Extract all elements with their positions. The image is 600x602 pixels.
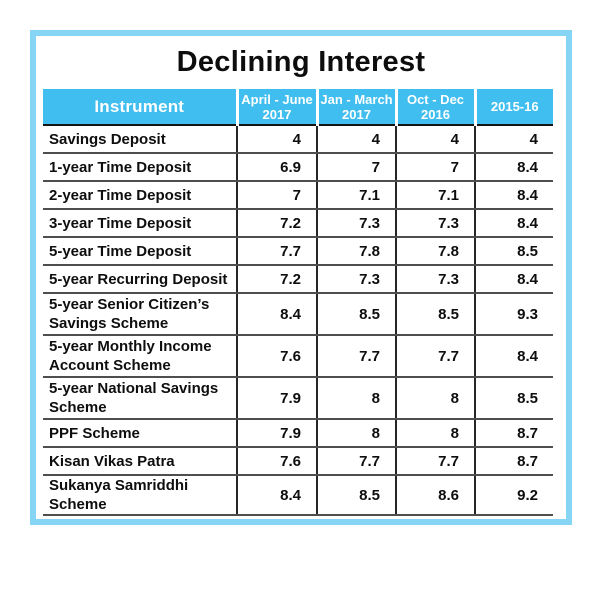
rate-cell: 7.3 <box>316 209 396 238</box>
instrument-cell: 5-year Senior Citizen’s Savings Scheme <box>43 293 237 336</box>
rate-cell: 7.2 <box>236 209 317 238</box>
rate-cell: 8.4 <box>474 335 553 378</box>
instrument-cell: 5-year National Savings Scheme <box>43 377 237 420</box>
rate-cell: 7.6 <box>236 447 317 476</box>
rate-cell: 7.6 <box>236 335 317 378</box>
table-row: 2-year Time Deposit 7 7.1 7.1 8.4 <box>43 181 553 210</box>
rate-cell: 8.4 <box>474 153 553 182</box>
rate-cell: 8.4 <box>474 181 553 210</box>
rate-cell: 7 <box>395 153 475 182</box>
table-row: 1-year Time Deposit 6.9 7 7 8.4 <box>43 153 553 182</box>
table-header: Instrument April - June 2017 Jan - March… <box>43 89 553 126</box>
rate-cell: 7.8 <box>395 237 475 266</box>
rate-cell: 7.7 <box>316 447 396 476</box>
instrument-cell: Sukanya Samriddhi Scheme <box>43 475 237 516</box>
rate-cell: 4 <box>236 125 317 154</box>
instrument-cell: 5-year Monthly Income Account Scheme <box>43 335 237 378</box>
instrument-cell: 5-year Time Deposit <box>43 237 237 266</box>
rate-cell: 8.4 <box>236 475 317 516</box>
rate-cell: 7 <box>316 153 396 182</box>
rate-cell: 7.3 <box>395 209 475 238</box>
instrument-cell: 3-year Time Deposit <box>43 209 237 238</box>
rate-cell: 8.5 <box>474 377 553 420</box>
rate-cell: 8 <box>395 377 475 420</box>
table-row: 5-year Senior Citizen’s Savings Scheme 8… <box>43 293 553 336</box>
rate-cell: 7.9 <box>236 419 317 448</box>
table-row: 5-year Recurring Deposit 7.2 7.3 7.3 8.4 <box>43 265 553 294</box>
column-header-label: Instrument <box>94 96 185 116</box>
rate-cell: 7.7 <box>316 335 396 378</box>
instrument-cell: Kisan Vikas Patra <box>43 447 237 476</box>
column-header-label: 2015-16 <box>490 99 539 114</box>
rate-cell: 8 <box>316 419 396 448</box>
table-row: 5-year Time Deposit 7.7 7.8 7.8 8.5 <box>43 237 553 266</box>
rate-cell: 8.5 <box>474 237 553 266</box>
rate-cell: 7.3 <box>316 265 396 294</box>
rate-cell: 8.5 <box>395 293 475 336</box>
rate-cell: 7.3 <box>395 265 475 294</box>
rate-cell: 8.4 <box>474 265 553 294</box>
rate-cell: 8.4 <box>474 209 553 238</box>
rate-cell: 6.9 <box>236 153 317 182</box>
table-row: PPF Scheme 7.9 8 8 8.7 <box>43 419 553 448</box>
rate-cell: 4 <box>395 125 475 154</box>
table-row: Sukanya Samriddhi Scheme 8.4 8.5 8.6 9.2 <box>43 475 553 516</box>
table-row: 5-year Monthly Income Account Scheme 7.6… <box>43 335 553 378</box>
rate-cell: 7.8 <box>316 237 396 266</box>
rate-cell: 7.1 <box>316 181 396 210</box>
column-header-april-june-2017: April - June 2017 <box>235 89 317 126</box>
column-header-2015-16: 2015-16 <box>473 89 553 126</box>
column-header-sublabel: 2017 <box>262 106 292 122</box>
column-header-label: April - June <box>241 91 313 107</box>
header-row: Instrument April - June 2017 Jan - March… <box>43 89 553 126</box>
table-row: 3-year Time Deposit 7.2 7.3 7.3 8.4 <box>43 209 553 238</box>
rate-cell: 4 <box>474 125 553 154</box>
rate-cell: 7.7 <box>395 447 475 476</box>
rate-cell: 8 <box>316 377 396 420</box>
column-header-oct-dec-2016: Oct - Dec 2016 <box>394 89 475 126</box>
table-row: Kisan Vikas Patra 7.6 7.7 7.7 8.7 <box>43 447 553 476</box>
column-header-instrument: Instrument <box>43 89 237 126</box>
table-row: 5-year National Savings Scheme 7.9 8 8 8… <box>43 377 553 420</box>
page-title: Declining Interest <box>176 46 426 78</box>
infographic-card: Declining Interest Instrument April - Ju… <box>30 30 572 525</box>
column-header-sublabel: 2016 <box>421 106 450 122</box>
rate-cell: 8.6 <box>395 475 475 516</box>
column-header-jan-march-2017: Jan - March 2017 <box>315 89 396 126</box>
rate-cell: 7.9 <box>236 377 317 420</box>
rate-cell: 8.5 <box>316 475 396 516</box>
rate-cell: 9.3 <box>474 293 553 336</box>
instrument-cell: 5-year Recurring Deposit <box>43 265 237 294</box>
rate-cell: 7.1 <box>395 181 475 210</box>
instrument-cell: 1-year Time Deposit <box>43 153 237 182</box>
interest-rates-table: Instrument April - June 2017 Jan - March… <box>43 89 553 516</box>
rate-cell: 9.2 <box>474 475 553 516</box>
rate-cell: 7.7 <box>395 335 475 378</box>
rate-cell: 8.7 <box>474 419 553 448</box>
column-header-sublabel: 2017 <box>342 106 371 122</box>
rate-cell: 8 <box>395 419 475 448</box>
instrument-cell: Savings Deposit <box>43 125 237 154</box>
column-header-label: Jan - March <box>320 91 393 107</box>
instrument-cell: PPF Scheme <box>43 419 237 448</box>
rate-cell: 7.2 <box>236 265 317 294</box>
rate-cell: 7.7 <box>236 237 317 266</box>
table-body: Savings Deposit 4 4 4 4 1-year Time Depo… <box>43 125 553 516</box>
instrument-cell: 2-year Time Deposit <box>43 181 237 210</box>
rate-cell: 8.5 <box>316 293 396 336</box>
column-header-label: Oct - Dec <box>406 91 465 107</box>
rate-cell: 7 <box>236 181 317 210</box>
table-row: Savings Deposit 4 4 4 4 <box>43 125 553 154</box>
rate-cell: 4 <box>316 125 396 154</box>
rate-cell: 8.7 <box>474 447 553 476</box>
rate-cell: 8.4 <box>236 293 317 336</box>
